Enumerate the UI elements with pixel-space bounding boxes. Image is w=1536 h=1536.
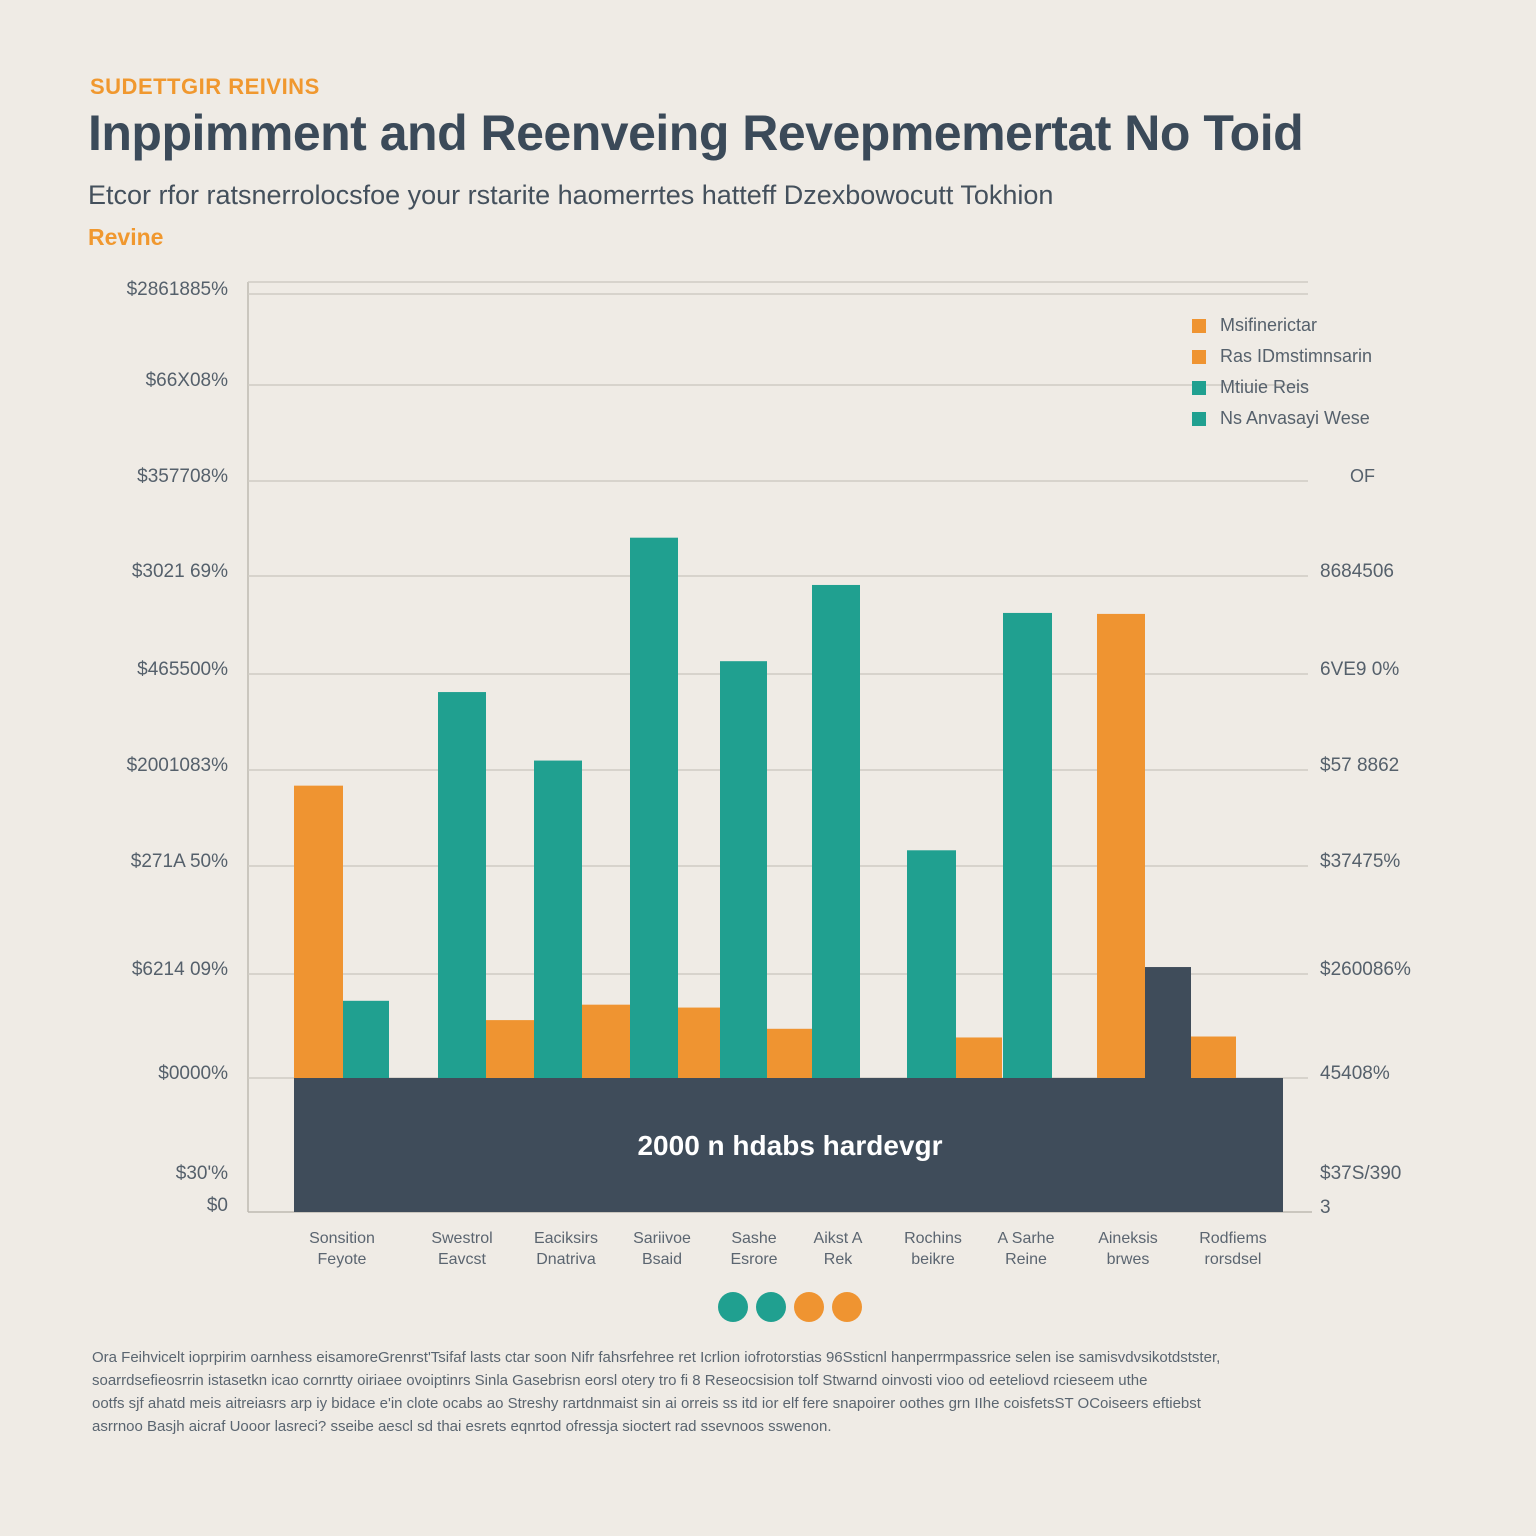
x-tick-label: Aikst A Rek: [814, 1230, 863, 1268]
legend-item: Ras IDmstimnsarin: [1192, 341, 1372, 372]
banner-band: [294, 1078, 1283, 1212]
bar-orange: [956, 1037, 1002, 1078]
bar-teal: [720, 661, 767, 1078]
footnote-line: Ora Feihvicelt ioprpirim oarnhess eisamo…: [92, 1349, 1221, 1366]
chart-legend: Msifinerictar Ras IDmstimnsarin Mtiuie R…: [1192, 310, 1372, 434]
dot-teal-2: [756, 1292, 786, 1322]
bar-orange: [678, 1007, 720, 1078]
x-tick-label: Aineksis brwes: [1098, 1230, 1158, 1268]
footnote: Ora Feihvicelt ioprpirim oarnhess eisamo…: [92, 1346, 1412, 1438]
x-tick-label: Rodfiems rorsdsel: [1199, 1230, 1267, 1268]
x-tick-label: Swestrol Eavcst: [431, 1230, 492, 1268]
y-tick-label-right: $57 8862: [1320, 755, 1399, 776]
y-tick-label-right: 6VE9 0%: [1320, 659, 1399, 680]
legend-label: Msifinerictar: [1220, 315, 1318, 335]
legend-item: Msifinerictar: [1192, 310, 1372, 341]
x-tick-label: Eaciksirs Dnatriva: [534, 1230, 598, 1268]
bar-teal: [907, 850, 956, 1078]
x-tick-label: Sariivoe Bsaid: [633, 1230, 691, 1268]
legend-item: Mtiuie Reis: [1192, 372, 1372, 403]
right-axis-header: OF: [1350, 466, 1375, 486]
y-tick-label-left: $0000%: [158, 1063, 228, 1084]
y-tick-label-left: $66X08%: [146, 370, 229, 391]
bar-orange: [486, 1020, 534, 1078]
bar-teal: [630, 537, 678, 1078]
legend-label: Ras IDmstimnsarin: [1220, 346, 1373, 366]
bar-orange: [767, 1028, 812, 1078]
legend-swatch-teal: [1192, 411, 1206, 426]
legend-label: Ns Anvasayi Wese: [1220, 408, 1370, 428]
footnote-line: soarrdsefieosrrin istasetkn icao cornrtt…: [92, 1372, 1148, 1389]
y-tick-label-left: $2861885%: [127, 279, 229, 300]
dot-teal-1: [718, 1292, 748, 1322]
banner-label: 2000 n hdabs hardevgr: [637, 1130, 942, 1161]
legend-swatch-teal: [1192, 380, 1206, 395]
legend-label: Mtiuie Reis: [1220, 377, 1310, 397]
chart-subkicker: Revine: [88, 224, 164, 250]
y-tick-label-right: 3: [1320, 1197, 1331, 1218]
y-tick-label-left: $30'%: [176, 1163, 228, 1184]
x-tick-label: Sonsition Feyote: [309, 1230, 375, 1268]
y-tick-label-right: 45408%: [1320, 1063, 1390, 1084]
pagination-dots: [718, 1292, 862, 1322]
chart-kicker: SUDETTGIR REIVINS: [90, 74, 320, 99]
y-tick-label-right: $37S/390: [1320, 1163, 1401, 1184]
x-tick-label: Rochins beikre: [904, 1230, 962, 1268]
footnote-line: asrrnoo Basjh aicraf Uooor lasreci? ssei…: [92, 1418, 832, 1435]
bar-teal: [1003, 612, 1052, 1078]
bar-orange: [1191, 1036, 1236, 1078]
y-tick-label-left: $0: [207, 1195, 228, 1216]
x-tick-label: A Sarhe Reine: [998, 1230, 1055, 1268]
y-tick-label-right: $37475%: [1320, 851, 1400, 872]
bar-orange: [294, 785, 343, 1078]
footnote-line: ootfs sjf ahatd meis aitreiasrs arp iy b…: [92, 1395, 1201, 1412]
legend-swatch-orange: [1192, 318, 1206, 333]
y-tick-label-left: $357708%: [137, 466, 228, 487]
y-tick-label-left: $465500%: [137, 659, 228, 680]
x-tick-label: Sashe Esrore: [730, 1230, 777, 1268]
bar-slate: [1145, 967, 1191, 1078]
bar-teal: [812, 584, 860, 1078]
y-tick-label-right: $260086%: [1320, 959, 1411, 980]
y-tick-label-left: $271A 50%: [131, 851, 228, 872]
legend-item: Ns Anvasayi Wese: [1192, 403, 1372, 434]
y-tick-label-right: 8684506: [1320, 561, 1394, 582]
chart-title: Inppimment and Reenveing Revepmemertat N…: [88, 105, 1304, 161]
dot-orange-1: [794, 1292, 824, 1322]
y-tick-label-left: $6214 09%: [132, 959, 228, 980]
bar-orange: [582, 1004, 630, 1078]
bar-teal: [534, 760, 582, 1078]
bar-teal: [438, 692, 486, 1078]
chart-subtitle: Etcor rfor ratsnerrolocsfoe your rstarit…: [88, 180, 1054, 210]
legend-swatch-orange: [1192, 349, 1206, 364]
bar-orange: [1097, 613, 1145, 1078]
y-tick-label-left: $3021 69%: [132, 561, 228, 582]
dot-orange-2: [832, 1292, 862, 1322]
bar-teal: [343, 1000, 389, 1078]
y-tick-label-left: $2001083%: [127, 755, 229, 776]
